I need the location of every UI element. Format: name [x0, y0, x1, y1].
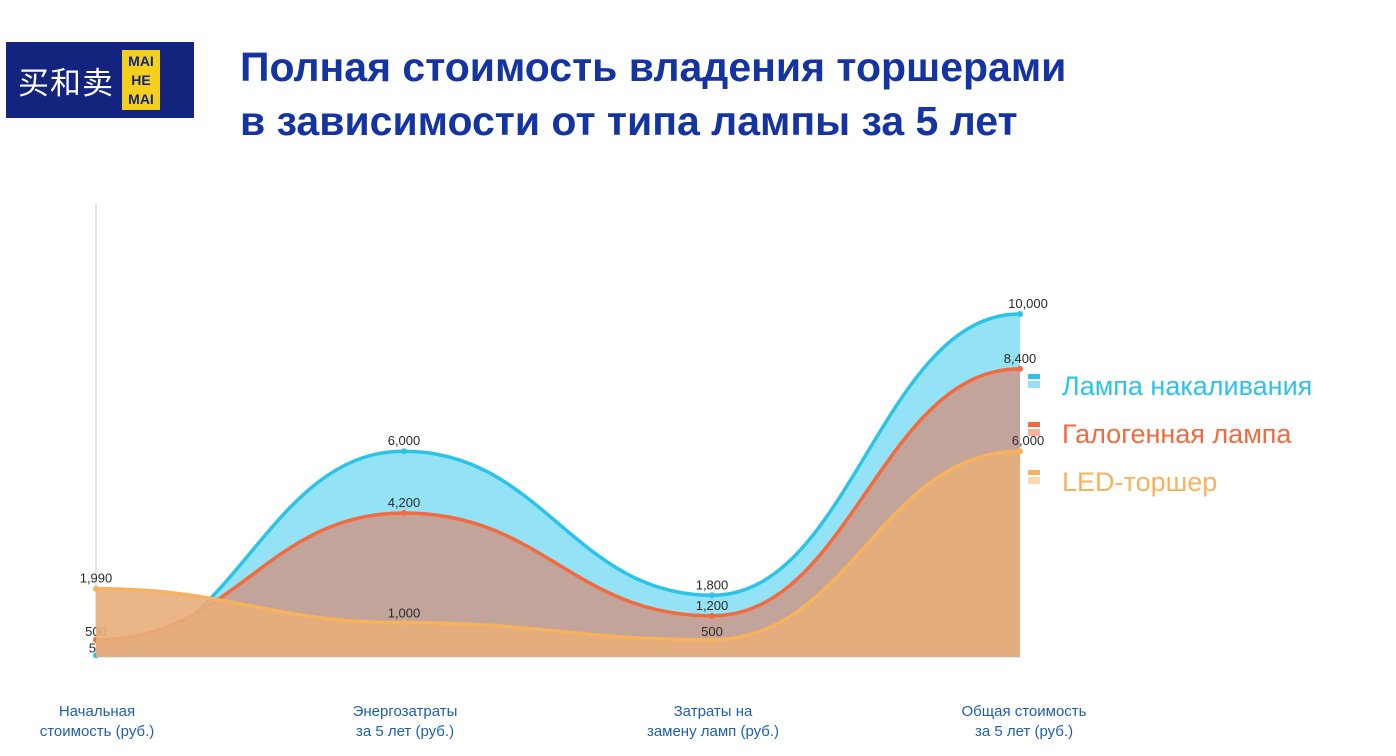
data-point[interactable]: [93, 585, 99, 592]
data-label: 500: [701, 624, 723, 639]
x-axis-category-line: Общая стоимость: [961, 703, 1087, 720]
series-line: [95, 367, 1021, 642]
data-point[interactable]: [401, 619, 407, 626]
data-label: 1,990: [80, 571, 113, 586]
x-axis-category-line: Затраты на: [673, 703, 753, 720]
x-axis-category-line: за 5 лет (руб.): [974, 723, 1074, 740]
legend-marker-fill: [1028, 381, 1040, 388]
data-point[interactable]: [401, 448, 407, 455]
data-label: 1,000: [388, 606, 421, 621]
x-axis-category: Начальная стоимость (руб.): [0, 702, 207, 742]
series-area: [96, 451, 1020, 657]
legend-label: Лампа накаливания: [1062, 371, 1313, 401]
data-point[interactable]: [709, 636, 715, 643]
x-axis-category-line: за 5 лет (руб.): [355, 723, 455, 740]
data-point[interactable]: [1017, 365, 1023, 372]
legend-marker: [1028, 470, 1040, 484]
x-axis-category: Общая стоимость за 5 лет (руб.): [914, 702, 1134, 742]
legend-label: LED-торшер: [1062, 467, 1218, 497]
data-label: 6,000: [1012, 433, 1045, 448]
logo-badge: MAI HE MAI: [122, 50, 160, 110]
page-title-line: в зависимости от типа лампы за 5 лет: [240, 98, 1018, 144]
legend-marker: [1028, 422, 1040, 436]
legend-marker-fill: [1028, 477, 1040, 484]
x-axis-category: Затраты на замену ламп (руб.): [603, 702, 823, 742]
legend-marker: [1028, 374, 1040, 388]
data-label: 10,000: [1008, 296, 1048, 311]
x-axis-category-line: Энергозатраты: [352, 703, 458, 720]
data-label: 4,200: [388, 495, 421, 510]
legend-marker-stroke: [1028, 374, 1040, 379]
x-axis-category-line: стоимость (руб.): [39, 723, 155, 740]
x-axis-category: Энергозатраты за 5 лет (руб.): [295, 702, 515, 742]
data-point[interactable]: [709, 612, 715, 619]
data-point[interactable]: [709, 592, 715, 599]
legend-marker-stroke: [1028, 470, 1040, 475]
logo-badge-line: MAI: [128, 52, 154, 69]
legend-marker-fill: [1028, 429, 1040, 436]
data-label: 6,000: [388, 433, 421, 448]
logo-badge-line: MAI: [128, 90, 154, 107]
data-label: 1,200: [696, 598, 729, 613]
data-point[interactable]: [1017, 448, 1023, 455]
logo-text: 买和卖: [18, 65, 114, 102]
legend-label: Галогенная лампа: [1062, 419, 1292, 449]
legend-marker-stroke: [1028, 422, 1040, 427]
series-area: [96, 368, 1020, 657]
logo-badge-line: HE: [131, 71, 151, 88]
data-label: 8,400: [1004, 351, 1037, 366]
page-title-line: Полная стоимость владения торшерами: [240, 44, 1067, 90]
logo: 买和卖 MAI HE MAI: [6, 42, 194, 118]
data-label: 1,800: [696, 577, 729, 592]
x-axis-category-line: замену ламп (руб.): [646, 723, 780, 740]
data-point[interactable]: [401, 509, 407, 516]
data-point[interactable]: [1017, 311, 1023, 317]
series-line: [95, 312, 1021, 658]
page-title: Полная стоимость владения торшерами в за…: [240, 40, 1340, 148]
x-axis-category-line: Начальная: [58, 703, 136, 720]
series-line: [95, 449, 1021, 642]
